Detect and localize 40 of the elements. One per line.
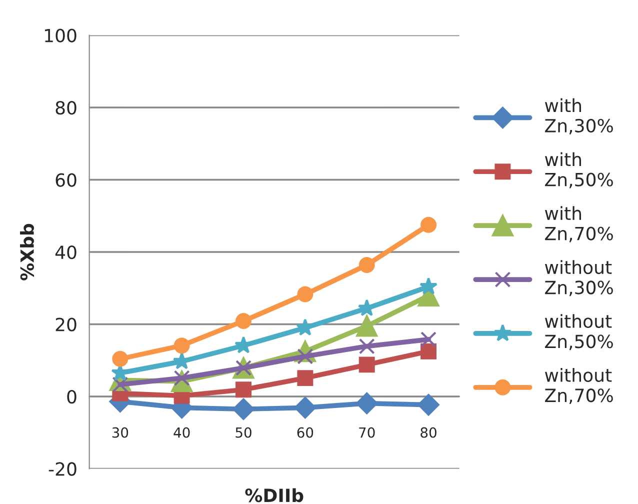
point: [420, 216, 437, 233]
point: [358, 257, 375, 273]
y-tick-label: 20: [56, 318, 76, 332]
legend-label: with Zn,70%: [544, 206, 613, 242]
legend-label: without Zn,70%: [544, 368, 613, 404]
x-tick-label: 50: [236, 427, 252, 438]
point: [420, 343, 437, 360]
point: [297, 370, 314, 386]
x-tick-label: 60: [297, 427, 314, 438]
legend-label: without Zn,50%: [544, 314, 613, 350]
point: [236, 313, 252, 329]
point: [112, 376, 128, 393]
point: [236, 382, 252, 398]
y-axis-title: %Xbb: [20, 224, 34, 280]
legend-label: without Zn,30%: [544, 260, 613, 296]
x-tick-label: 70: [359, 427, 375, 438]
x-axis-title: %DIIb: [245, 488, 304, 502]
y-tick-label: -20: [48, 462, 76, 476]
point: [420, 277, 438, 294]
point: [420, 331, 437, 348]
point: [356, 392, 378, 414]
point: [294, 396, 316, 419]
point: [358, 356, 375, 373]
point: [356, 315, 378, 337]
y-tick-label: 80: [56, 100, 76, 115]
point: [358, 338, 375, 354]
x-tick-label: 40: [174, 427, 190, 438]
point: [418, 394, 440, 416]
point: [232, 398, 254, 420]
legend-label: with Zn,30%: [544, 98, 613, 134]
y-tick-label: 60: [56, 173, 76, 187]
y-tick-label: 100: [45, 28, 76, 42]
legend-label: with Zn,50%: [544, 152, 613, 188]
x-tick-label: 30: [112, 427, 128, 438]
x-tick-label: 80: [420, 427, 436, 438]
y-tick-label: 0: [67, 390, 76, 404]
y-tick-label: 40: [55, 245, 76, 260]
point: [297, 286, 314, 302]
point: [112, 350, 128, 367]
point: [174, 338, 190, 354]
